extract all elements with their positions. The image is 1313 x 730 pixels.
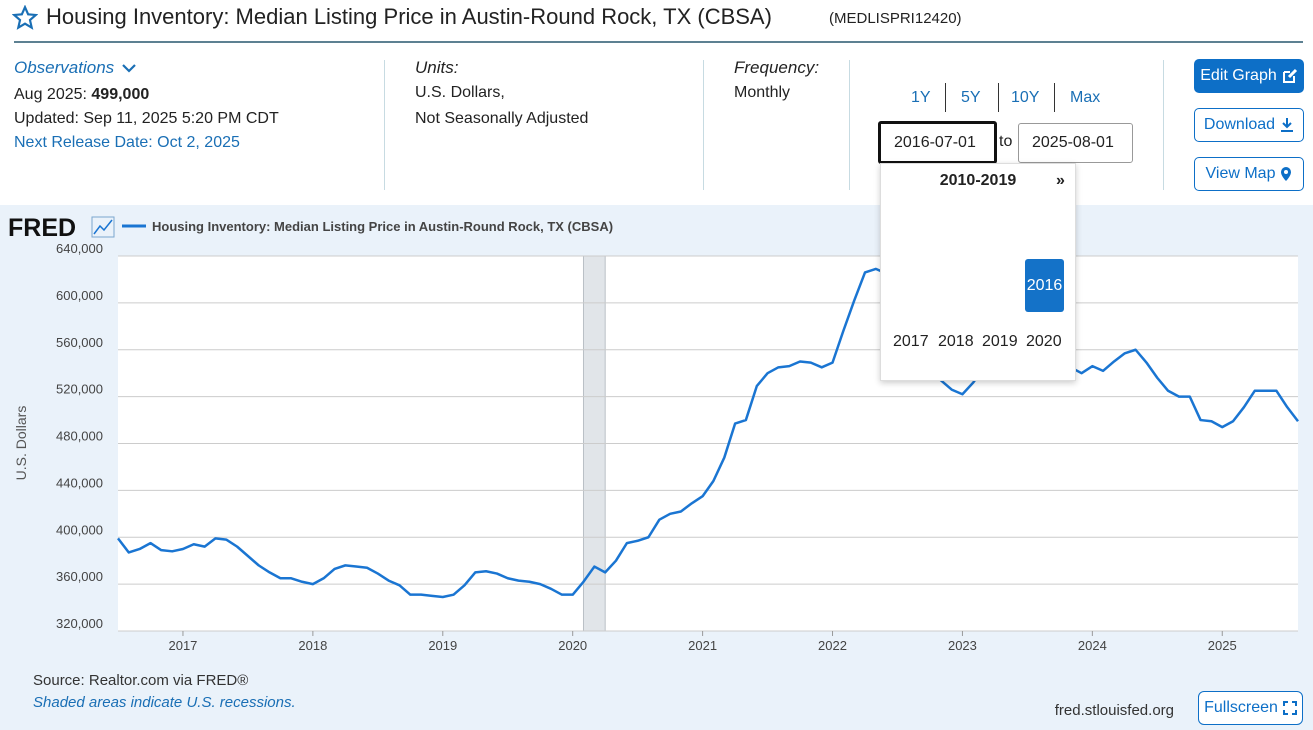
chevron-icon[interactable]	[121, 62, 137, 74]
download-button[interactable]: Download	[1194, 108, 1304, 142]
y-axis-label: U.S. Dollars	[13, 406, 29, 481]
range-separator: to	[999, 133, 1013, 150]
picker-year[interactable]: 2017	[893, 333, 929, 350]
header-rule	[14, 41, 1303, 43]
site: fred.stlouisfed.org	[1055, 702, 1174, 719]
observations-heading[interactable]: Observations	[14, 58, 115, 77]
fred-logo-icon	[91, 216, 115, 238]
legend-label: Housing Inventory: Median Listing Price …	[152, 219, 613, 234]
x-tick-label: 2025	[1208, 638, 1237, 653]
star-icon[interactable]	[12, 5, 38, 31]
range-button[interactable]: 1Y	[911, 89, 931, 106]
separator	[1163, 60, 1164, 190]
y-tick-label: 640,000	[56, 241, 103, 256]
x-tick-label: 2023	[948, 638, 977, 653]
start-date-input[interactable]: 2016-07-01	[878, 121, 997, 164]
year-picker: 2010-2019 » 2016 2017 2018 2019 2020	[880, 163, 1076, 381]
x-tick-label: 2017	[168, 638, 197, 653]
x-tick-label: 2022	[818, 638, 847, 653]
y-tick-label: 600,000	[56, 288, 103, 303]
y-tick-label: 440,000	[56, 475, 103, 490]
recession-note: Shaded areas indicate U.S. recessions.	[33, 694, 296, 711]
button-label: View Map	[1205, 165, 1276, 182]
fullscreen-button[interactable]: Fullscreen	[1198, 691, 1303, 725]
range-button[interactable]: 10Y	[1011, 89, 1040, 106]
download-icon	[1281, 118, 1294, 132]
units-line: U.S. Dollars,	[415, 84, 505, 101]
y-tick-label: 560,000	[56, 335, 103, 350]
frequency-heading: Frequency:	[734, 58, 820, 77]
x-tick-label: 2020	[558, 638, 587, 653]
x-tick-label: 2024	[1078, 638, 1107, 653]
separator	[1054, 83, 1055, 112]
picker-next[interactable]: »	[1056, 172, 1065, 189]
latest-label: Aug 2025:	[14, 86, 87, 103]
separator	[849, 60, 850, 190]
picker-year[interactable]: 2020	[1026, 333, 1062, 350]
latest-observation: Aug 2025: 499,000	[14, 86, 149, 104]
units-heading: Units:	[415, 58, 459, 77]
page-title: Housing Inventory: Median Listing Price …	[46, 4, 772, 29]
updated: Updated: Sep 11, 2025 5:20 PM CDT	[14, 110, 279, 127]
x-tick-label: 2019	[428, 638, 457, 653]
picker-decade[interactable]: 2010-2019	[939, 172, 1017, 189]
edit-icon	[1282, 68, 1297, 83]
next-release[interactable]: Next Release Date: Oct 2, 2025	[14, 134, 240, 151]
y-tick-label: 360,000	[56, 569, 103, 584]
fred-logo: FRED	[8, 214, 76, 242]
frequency-value: Monthly	[734, 84, 791, 101]
y-tick-label: 400,000	[56, 522, 103, 537]
separator	[998, 83, 999, 112]
range-button[interactable]: Max	[1070, 89, 1101, 106]
pin-icon	[1281, 167, 1292, 181]
y-tick-label: 480,000	[56, 429, 103, 444]
source: Source: Realtor.com via FRED®	[33, 672, 248, 689]
picker-year[interactable]: 2019	[982, 333, 1018, 350]
series-line	[117, 267, 1299, 599]
button-label: Download	[1203, 116, 1276, 133]
edit-graph-button[interactable]: Edit Graph	[1194, 59, 1304, 93]
separator	[703, 60, 704, 190]
units-line: Not Seasonally Adjusted	[415, 110, 589, 127]
separator	[384, 60, 385, 190]
y-tick-label: 520,000	[56, 382, 103, 397]
view-map-button[interactable]: View Map	[1194, 157, 1304, 191]
picker-year-selected[interactable]: 2016	[1025, 259, 1064, 312]
x-tick-label: 2021	[688, 638, 717, 653]
range-button[interactable]: 5Y	[961, 89, 981, 106]
x-tick-label: 2018	[298, 638, 327, 653]
end-date-input[interactable]: 2025-08-01	[1018, 123, 1133, 163]
button-label: Fullscreen	[1204, 699, 1278, 716]
chart: FRED U.S. Dollars Source: Realtor.com vi…	[8, 214, 1299, 719]
series-id: (MEDLISPRI12420)	[829, 10, 962, 27]
picker-year[interactable]: 2018	[938, 333, 974, 350]
separator	[945, 83, 946, 112]
button-label: Edit Graph	[1200, 67, 1277, 84]
latest-value: 499,000	[91, 86, 150, 103]
fullscreen-icon	[1282, 701, 1297, 715]
y-tick-label: 320,000	[56, 616, 103, 631]
